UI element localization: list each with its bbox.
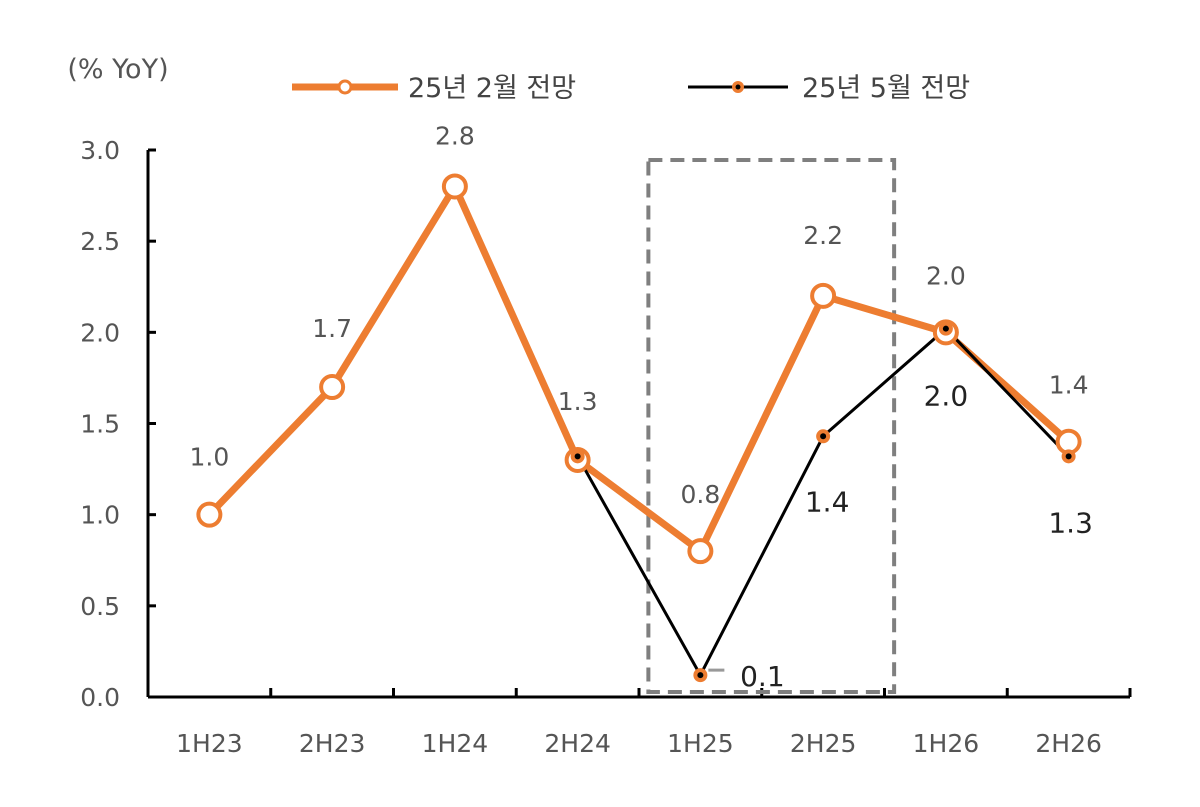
x-tick-label: 2H26 — [1035, 729, 1102, 758]
series-may-marker-center — [574, 453, 581, 460]
x-tick-label: 1H23 — [176, 729, 243, 758]
series-may-marker-center — [1065, 453, 1072, 460]
y-tick-label: 1.5 — [80, 410, 120, 439]
x-tick-label: 2H24 — [544, 729, 611, 758]
data-label-may: 2.0 — [924, 380, 969, 413]
y-tick-label: 0.5 — [80, 592, 120, 621]
x-tick-label: 2H25 — [790, 729, 857, 758]
legend-label-may: 25년 5월 전망 — [802, 73, 970, 104]
data-label-feb: 2.2 — [803, 221, 843, 250]
y-tick-label: 2.0 — [80, 318, 120, 347]
highlight-box-group — [646, 158, 897, 694]
y-tick-label: 2.5 — [80, 227, 120, 256]
series-feb-marker — [441, 173, 468, 200]
x-tick-label: 1H26 — [913, 729, 980, 758]
axes: (% YoY) 0.0 0.5 1.0 1.5 2.0 2.5 3.0 1H23 2H23 1H24… — [67, 54, 1132, 758]
x-tick-label: 1H24 — [422, 729, 489, 758]
y-tick-label: 0.0 — [80, 683, 120, 712]
series-may-marker-center — [820, 433, 827, 440]
data-label-may: 0.1 — [740, 660, 785, 693]
data-label-feb: 2.0 — [926, 261, 966, 290]
data-label-feb: 1.4 — [1049, 371, 1089, 400]
data-label-feb: 1.7 — [312, 314, 352, 343]
series-feb-marker — [196, 501, 223, 528]
series-feb-line — [206, 182, 1071, 555]
legend-label-feb: 25년 2월 전망 — [408, 73, 576, 104]
legend-marker-feb — [337, 79, 353, 95]
y-axis-title: (% YoY) — [67, 54, 168, 85]
series-may-marker-center — [697, 672, 704, 679]
y-tick-label: 1.0 — [80, 501, 120, 530]
data-label-may: 1.3 — [1048, 506, 1093, 539]
series-group — [196, 173, 1082, 683]
legend-marker-may-center — [735, 84, 741, 90]
data-label-may: 1.4 — [805, 485, 850, 518]
highlight-box — [646, 158, 897, 694]
data-label-feb: 1.0 — [189, 443, 229, 472]
series-may-marker-center — [942, 325, 949, 332]
y-tick-label: 3.0 — [80, 136, 120, 165]
legend: 25년 2월 전망 25년 5월 전망 — [292, 73, 970, 104]
data-label-feb: 1.3 — [558, 387, 598, 416]
series-feb-marker — [687, 538, 714, 565]
data-label-feb: 0.8 — [680, 480, 720, 509]
data-label-feb: 2.8 — [435, 121, 475, 150]
x-tick-label: 1H25 — [667, 729, 734, 758]
series-feb-marker — [319, 374, 346, 401]
x-tick-label: 2H23 — [299, 729, 366, 758]
series-feb-marker — [810, 282, 837, 309]
data-labels: 1.0 1.7 2.8 1.3 0.8 2.2 2.0 1.4 0.1 1.4 2.0 1.3 — [189, 121, 1092, 693]
